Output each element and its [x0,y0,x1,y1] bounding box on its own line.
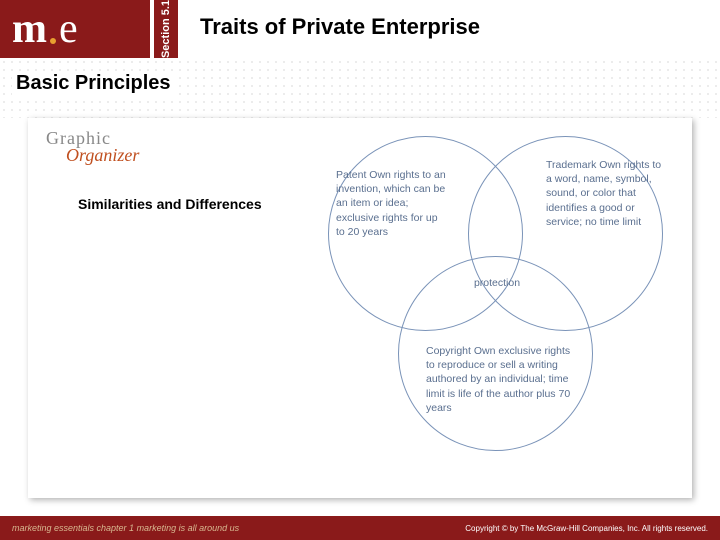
logo-m: m [12,5,47,53]
subtitle: Basic Principles [12,72,175,95]
similarities-differences-label: Similarities and Differences [78,196,262,212]
content-panel: Graphic Organizer Similarities and Diffe… [28,118,692,498]
graphic-organizer-label: Graphic Organizer [46,128,139,166]
footer-left-text: marketing essentials chapter 1 marketing… [12,523,239,533]
venn-text-patent: Patent Own rights to an invention, which… [336,168,446,239]
logo-dot-icon [50,38,56,44]
footer-copyright: Copyright © by The McGraw-Hill Companies… [465,524,708,533]
logo-block: m e [0,0,150,58]
section-label: Section 5.1 [160,0,172,58]
venn-text-center: protection [462,276,532,290]
section-tab: Section 5.1 [154,0,178,58]
graphic-text-line2: Organizer [66,145,139,166]
venn-text-copyright: Copyright Own exclusive rights to reprod… [426,344,571,415]
header-bar: m e Section 5.1 Traits of Private Enterp… [0,0,720,58]
page-title: Traits of Private Enterprise [200,14,480,40]
venn-diagram: Patent Own rights to an invention, which… [308,126,678,486]
footer-bar: marketing essentials chapter 1 marketing… [0,516,720,540]
logo-e: e [59,5,78,53]
venn-text-trademark: Trademark Own rights to a word, name, sy… [546,158,666,229]
